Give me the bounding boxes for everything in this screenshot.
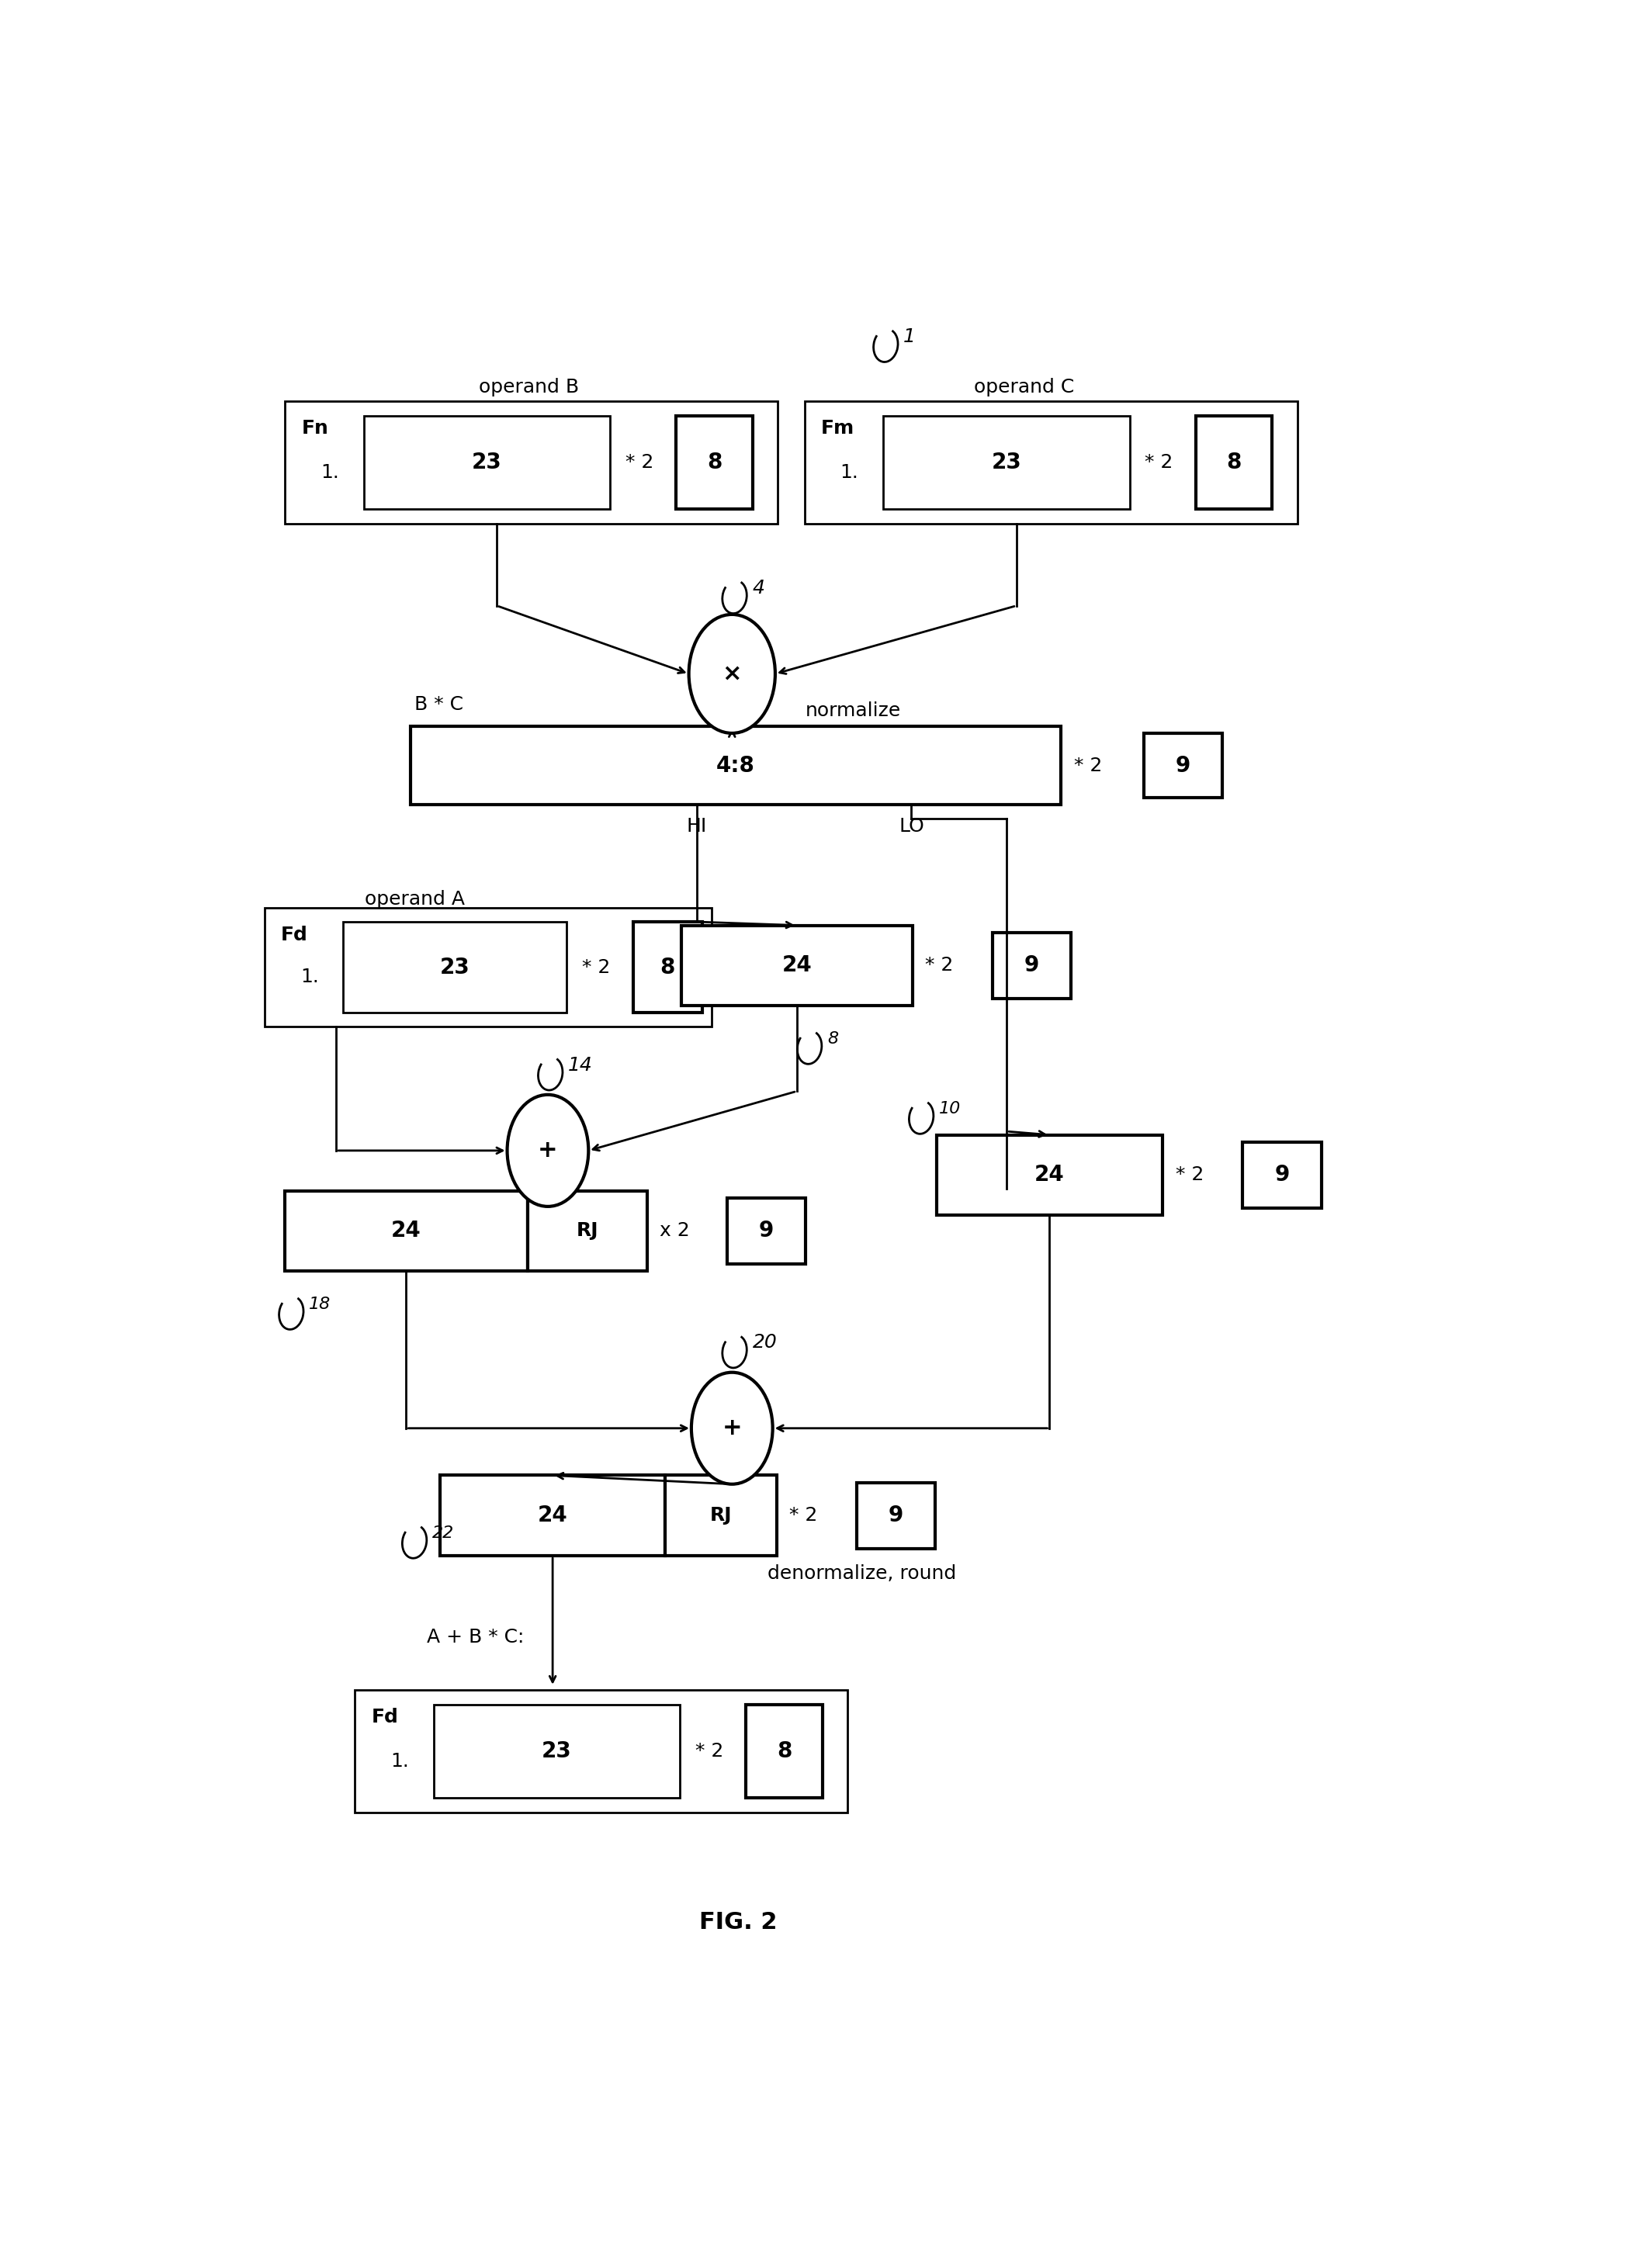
FancyBboxPatch shape [433,1706,680,1799]
Text: HI: HI [687,816,706,835]
Text: FIG. 2: FIG. 2 [700,1912,777,1935]
FancyBboxPatch shape [439,1476,665,1556]
Text: 23: 23 [992,451,1021,474]
Text: +: + [538,1139,557,1161]
FancyBboxPatch shape [1144,733,1223,798]
FancyBboxPatch shape [633,923,701,1012]
Text: operand A: operand A [364,889,464,909]
Text: 9: 9 [1275,1163,1290,1186]
Text: 8: 8 [1226,451,1241,474]
Text: 8: 8 [828,1032,838,1046]
FancyBboxPatch shape [805,401,1298,524]
FancyBboxPatch shape [354,1690,847,1812]
Text: x 2: x 2 [659,1222,690,1241]
Circle shape [692,1372,772,1483]
Text: 9: 9 [759,1220,774,1243]
Text: 20: 20 [752,1334,777,1352]
Text: 24: 24 [782,955,811,975]
FancyBboxPatch shape [665,1476,777,1556]
Text: 1: 1 [903,327,916,347]
Text: 9: 9 [1024,955,1039,975]
Text: Fd: Fd [372,1708,398,1726]
Text: Fn: Fn [302,420,328,438]
Text: operand B: operand B [479,379,579,397]
Text: 23: 23 [472,451,502,474]
Text: 4:8: 4:8 [716,755,756,776]
Text: * 2: * 2 [1144,454,1174,472]
FancyBboxPatch shape [343,923,567,1012]
Text: 14: 14 [569,1055,593,1075]
Text: * 2: * 2 [582,957,610,978]
Text: 1.: 1. [841,463,859,481]
FancyBboxPatch shape [728,1198,806,1263]
FancyBboxPatch shape [285,1191,528,1270]
Text: Fd: Fd [282,925,308,943]
FancyBboxPatch shape [677,415,752,508]
FancyBboxPatch shape [264,907,711,1027]
Text: * 2: * 2 [924,957,954,975]
Text: 8: 8 [706,451,721,474]
Text: 23: 23 [441,957,470,978]
Text: LO: LO [898,816,924,835]
FancyBboxPatch shape [1196,415,1272,508]
Text: * 2: * 2 [626,454,654,472]
Text: 18: 18 [310,1297,331,1311]
Text: 8: 8 [661,957,675,978]
Text: 22: 22 [433,1526,454,1540]
Text: Fm: Fm [821,420,854,438]
Text: 9: 9 [888,1504,903,1526]
FancyBboxPatch shape [936,1134,1162,1216]
Text: A + B * C:: A + B * C: [428,1628,524,1647]
FancyBboxPatch shape [1242,1141,1321,1209]
Text: 1.: 1. [300,968,318,987]
Text: normalize: normalize [806,701,901,721]
Text: 23: 23 [543,1740,572,1762]
Text: B * C: B * C [415,696,464,714]
FancyBboxPatch shape [857,1483,936,1549]
FancyBboxPatch shape [528,1191,647,1270]
Text: * 2: * 2 [790,1506,818,1524]
FancyBboxPatch shape [285,401,779,524]
Text: +: + [723,1418,742,1440]
Text: 9: 9 [1175,755,1190,776]
Text: 4: 4 [752,578,765,596]
Text: ×: × [723,662,742,685]
FancyBboxPatch shape [411,726,1060,805]
Text: 1.: 1. [390,1751,408,1771]
Text: * 2: * 2 [695,1742,723,1760]
Text: 24: 24 [1034,1163,1065,1186]
Text: 24: 24 [392,1220,421,1243]
Text: denormalize, round: denormalize, round [767,1565,957,1583]
Text: 24: 24 [538,1504,567,1526]
FancyBboxPatch shape [364,415,610,508]
Text: * 2: * 2 [1175,1166,1203,1184]
FancyBboxPatch shape [992,932,1072,998]
Text: RJ: RJ [577,1222,598,1241]
FancyBboxPatch shape [746,1706,823,1799]
Circle shape [506,1095,588,1207]
Text: RJ: RJ [710,1506,733,1524]
Text: 1.: 1. [321,463,339,481]
Text: 8: 8 [777,1740,792,1762]
Text: operand C: operand C [974,379,1074,397]
FancyBboxPatch shape [883,415,1129,508]
Circle shape [688,615,775,733]
FancyBboxPatch shape [682,925,913,1005]
Text: * 2: * 2 [1074,755,1101,776]
Text: 10: 10 [939,1100,960,1116]
